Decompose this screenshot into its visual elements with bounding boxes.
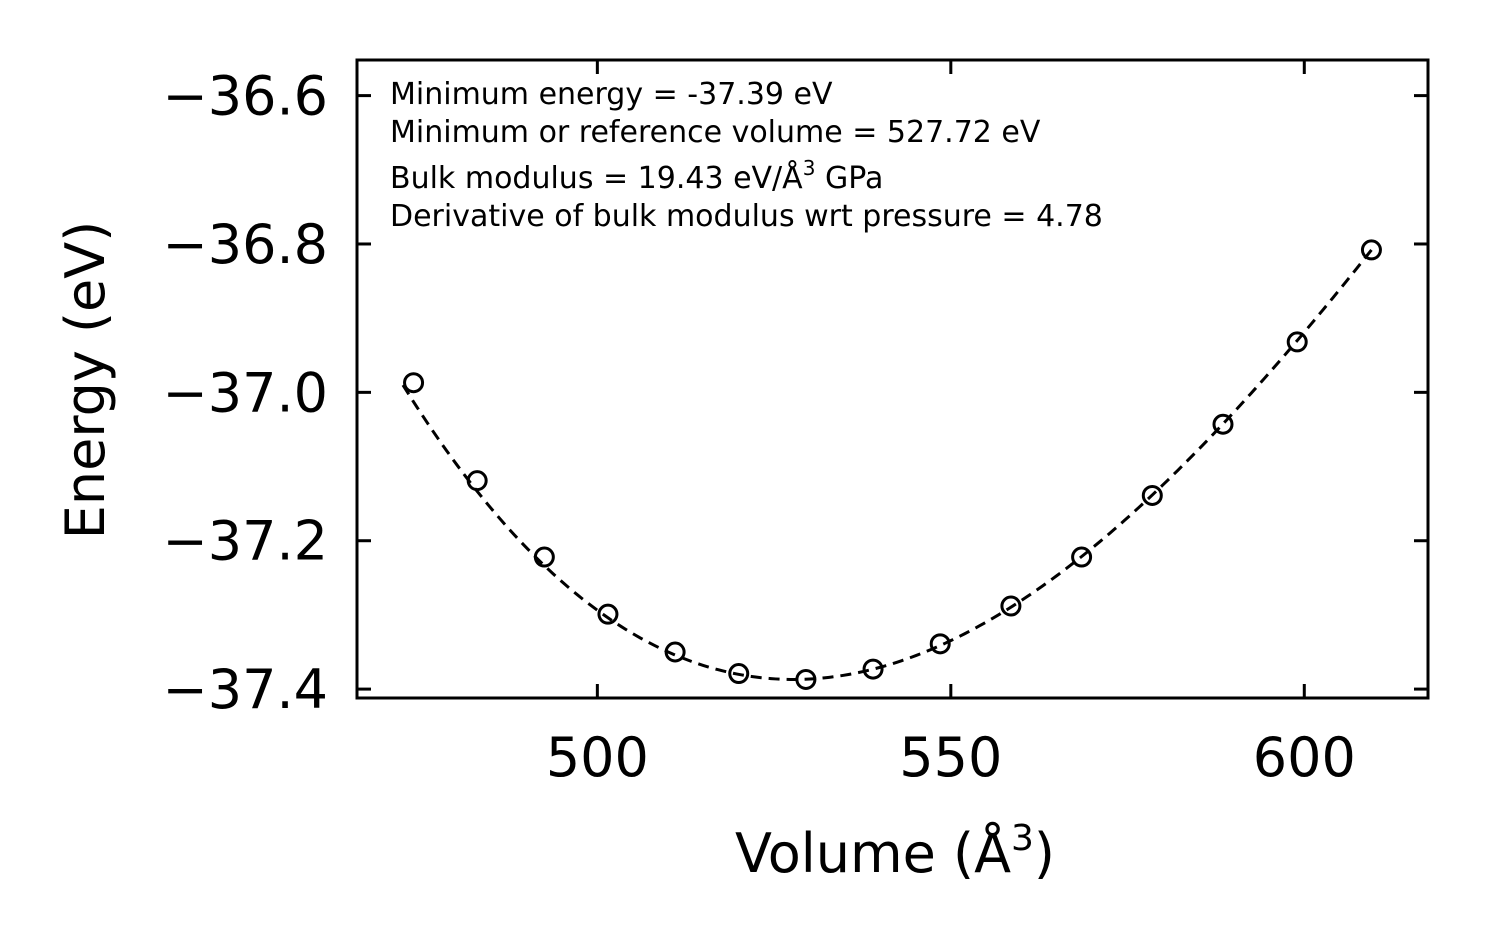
annotation-box: Minimum energy = -37.39 eV Minimum or re…	[390, 77, 1103, 234]
data-point	[597, 603, 619, 625]
x-tick-label: 500	[546, 726, 649, 789]
y-tick-label: −37.0	[163, 361, 328, 424]
data-point	[1000, 595, 1022, 617]
annotation-minimum-volume: Minimum or reference volume = 527.72 eV	[390, 115, 1041, 150]
data-point	[403, 372, 425, 394]
y-axis-label: Energy (eV)	[54, 221, 117, 540]
data-point	[929, 633, 951, 655]
data-point	[533, 546, 555, 568]
data-point	[664, 641, 686, 663]
x-tick-labels: 500 550 600	[546, 726, 1356, 789]
data-point	[1141, 484, 1163, 506]
tick-marks-layer	[357, 60, 1428, 698]
data-points-layer	[403, 239, 1382, 690]
x-tick-label: 550	[899, 726, 1002, 789]
annotation-minimum-energy: Minimum energy = -37.39 eV	[390, 77, 833, 112]
data-point	[1286, 331, 1308, 353]
data-point	[795, 668, 817, 690]
plot-frame	[355, 58, 1430, 700]
data-point	[466, 470, 488, 492]
data-point	[862, 658, 884, 680]
fit-curve-layer	[401, 248, 1373, 681]
x-axis-label: Volume (Å3)	[735, 818, 1055, 885]
annotation-bulk-modulus-derivative: Derivative of bulk modulus wrt pressure …	[390, 199, 1103, 234]
plot-area	[357, 60, 1428, 698]
y-tick-label: −36.8	[163, 213, 328, 276]
y-tick-label: −36.6	[163, 65, 328, 128]
data-point	[1212, 413, 1234, 435]
annotation-bulk-modulus: Bulk modulus = 19.43 eV/Å3 GPa	[390, 156, 883, 196]
y-tick-labels: −37.4 −37.2 −37.0 −36.8 −36.6	[163, 65, 328, 721]
data-point	[1360, 239, 1382, 261]
x-tick-label: 600	[1253, 726, 1356, 789]
y-tick-label: −37.4	[163, 658, 328, 721]
y-tick-label: −37.2	[163, 510, 328, 573]
data-point	[728, 663, 750, 685]
fit-curve	[401, 248, 1373, 681]
data-point	[1071, 546, 1093, 568]
